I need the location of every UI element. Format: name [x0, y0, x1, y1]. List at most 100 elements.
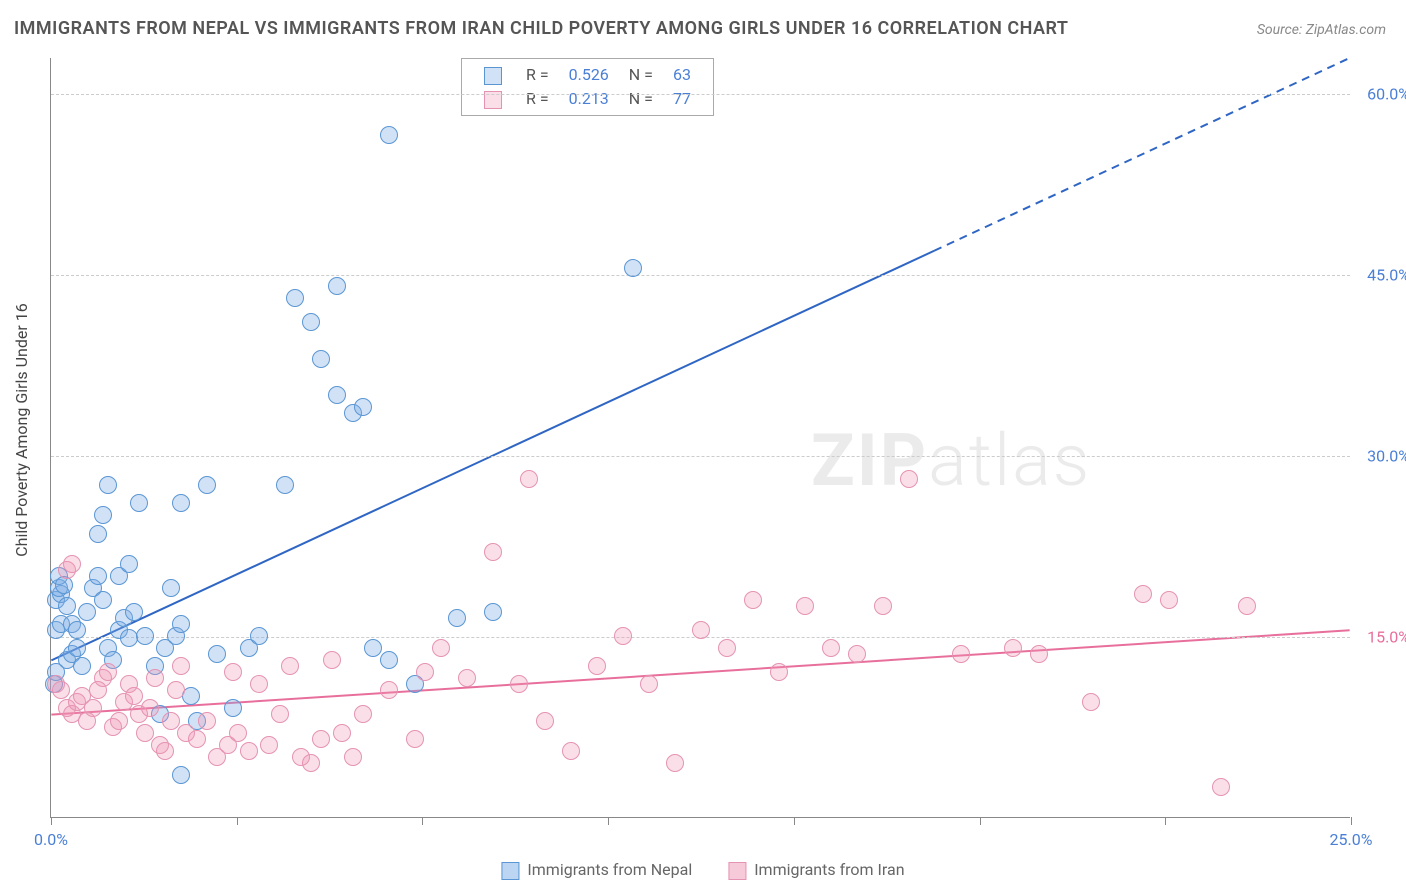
legend-label: Immigrants from Nepal	[527, 860, 692, 879]
scatter-point	[380, 126, 398, 144]
scatter-point	[302, 754, 320, 772]
gridline	[51, 456, 1350, 457]
scatter-point	[333, 724, 351, 742]
gridline	[51, 275, 1350, 276]
scatter-point	[271, 705, 289, 723]
scatter-point	[692, 621, 710, 639]
scatter-point	[89, 525, 107, 543]
scatter-point	[510, 675, 528, 693]
y-tick-label: 15.0%	[1355, 628, 1406, 647]
legend-item: Immigrants from Nepal	[501, 860, 692, 880]
y-tick-label: 60.0%	[1355, 85, 1406, 104]
scatter-point	[302, 313, 320, 331]
x-tick-label: 0.0%	[34, 830, 68, 849]
watermark-light: atlas	[928, 418, 1091, 503]
scatter-point	[182, 687, 200, 705]
x-tick-label: 25.0%	[1330, 830, 1373, 849]
scatter-point	[276, 476, 294, 494]
legend-swatch	[501, 862, 519, 880]
scatter-point	[1212, 778, 1230, 796]
scatter-point	[448, 609, 466, 627]
legend-n-label: N =	[619, 63, 663, 87]
legend-item: Immigrants from Iran	[728, 860, 904, 880]
scatter-point	[1160, 591, 1178, 609]
scatter-point	[1030, 645, 1048, 663]
scatter-point	[432, 639, 450, 657]
legend-r-value: 0.526	[559, 63, 619, 87]
scatter-point	[1134, 585, 1152, 603]
trend-lines-layer	[51, 58, 1350, 817]
scatter-point	[167, 681, 185, 699]
scatter-point	[624, 259, 642, 277]
scatter-point	[78, 603, 96, 621]
legend-swatch	[484, 67, 502, 85]
legend-n-value: 63	[663, 63, 701, 87]
scatter-point	[110, 712, 128, 730]
scatter-point	[562, 742, 580, 760]
y-tick-label: 30.0%	[1355, 447, 1406, 466]
scatter-point	[588, 657, 606, 675]
scatter-point	[130, 494, 148, 512]
correlation-legend: R =0.526N =63R =0.213N =77	[461, 58, 714, 116]
scatter-point	[848, 645, 866, 663]
x-tick	[237, 817, 238, 825]
scatter-point	[224, 699, 242, 717]
scatter-point	[718, 639, 736, 657]
scatter-point	[99, 663, 117, 681]
scatter-point	[250, 675, 268, 693]
scatter-point	[68, 621, 86, 639]
scatter-point	[94, 506, 112, 524]
chart-plot-area: ZIPatlas R =0.526N =63R =0.213N =77 15.0…	[50, 58, 1350, 818]
scatter-point	[55, 576, 73, 594]
scatter-point	[208, 645, 226, 663]
scatter-point	[874, 597, 892, 615]
y-tick-label: 45.0%	[1355, 266, 1406, 285]
series-legend: Immigrants from Nepal Immigrants from Ir…	[483, 860, 922, 880]
scatter-point	[822, 639, 840, 657]
scatter-point	[614, 627, 632, 645]
scatter-point	[198, 476, 216, 494]
scatter-point	[406, 730, 424, 748]
scatter-point	[364, 639, 382, 657]
legend-r-value: 0.213	[559, 87, 619, 111]
scatter-point	[84, 699, 102, 717]
scatter-point	[323, 651, 341, 669]
scatter-point	[125, 687, 143, 705]
scatter-point	[312, 350, 330, 368]
scatter-point	[89, 567, 107, 585]
scatter-point	[172, 494, 190, 512]
scatter-point	[136, 724, 154, 742]
scatter-point	[68, 639, 86, 657]
trend-line-dashed	[934, 58, 1349, 251]
scatter-point	[172, 657, 190, 675]
legend-row: R =0.213N =77	[474, 87, 701, 111]
scatter-point	[172, 615, 190, 633]
scatter-point	[312, 730, 330, 748]
legend-n-value: 77	[663, 87, 701, 111]
scatter-point	[58, 597, 76, 615]
scatter-point	[125, 603, 143, 621]
scatter-point	[328, 277, 346, 295]
scatter-point	[162, 579, 180, 597]
scatter-point	[416, 663, 434, 681]
scatter-point	[162, 712, 180, 730]
scatter-point	[260, 736, 278, 754]
source-attribution: Source: ZipAtlas.com	[1257, 22, 1386, 38]
scatter-point	[380, 681, 398, 699]
scatter-point	[286, 289, 304, 307]
x-tick	[1165, 817, 1166, 825]
scatter-point	[770, 663, 788, 681]
scatter-point	[141, 699, 159, 717]
scatter-point	[52, 681, 70, 699]
scatter-point	[484, 543, 502, 561]
chart-title: IMMIGRANTS FROM NEPAL VS IMMIGRANTS FROM…	[14, 18, 1069, 39]
scatter-point	[1004, 639, 1022, 657]
scatter-point	[536, 712, 554, 730]
scatter-point	[328, 386, 346, 404]
watermark-bold: ZIP	[811, 418, 928, 503]
scatter-point	[484, 603, 502, 621]
scatter-point	[380, 651, 398, 669]
scatter-point	[188, 730, 206, 748]
scatter-point	[120, 555, 138, 573]
scatter-point	[520, 470, 538, 488]
